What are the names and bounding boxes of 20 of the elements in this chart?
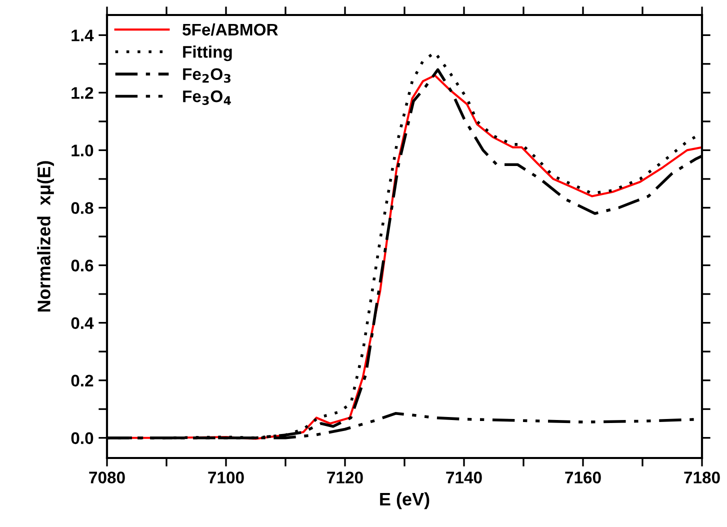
y-axis-title: Normalized xμ(E) [37, 161, 54, 312]
x-tick-label: 7160 [565, 472, 601, 484]
legend-label: Fitting [183, 46, 232, 62]
y-tick-label: 0.0 [71, 432, 94, 444]
legend-label: Fe$_{3}$O$_{4}$ [183, 90, 231, 105]
legend-label: 5Fe/ABMOR [182, 23, 278, 36]
x-tick-label: 7140 [446, 472, 482, 484]
x-tick-label: 7120 [327, 472, 363, 484]
y-tick-label: 0.8 [71, 202, 94, 214]
x-axis-title: E (eV) [380, 492, 430, 510]
x-tick-label: 7080 [89, 472, 125, 484]
x-tick-label: 7100 [208, 472, 244, 484]
y-tick-label: 0.6 [71, 260, 94, 272]
y-tick-label: 1.0 [72, 144, 94, 156]
x-tick-label: 7180 [684, 472, 720, 484]
y-tick-label: 1.4 [72, 30, 94, 42]
y-tick-label: 0.4 [71, 317, 94, 329]
y-tick-label: 0.2 [71, 374, 94, 387]
legend-label: Fe$_{2}$O$_{3}$ [183, 68, 230, 83]
y-tick-label: 1.2 [72, 87, 94, 99]
